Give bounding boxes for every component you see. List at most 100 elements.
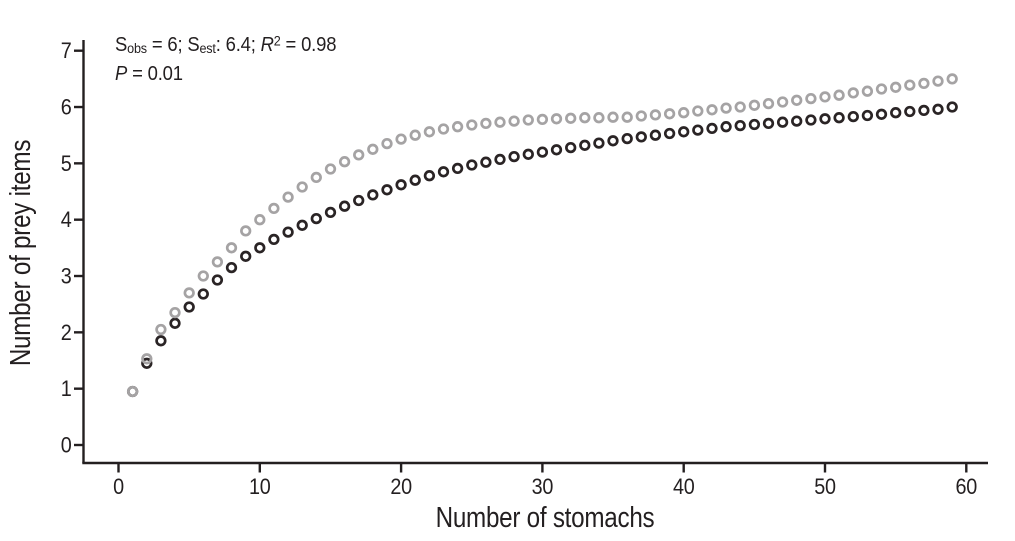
y-tick-label: 7 xyxy=(61,39,72,63)
data-point xyxy=(451,162,464,175)
data-point xyxy=(508,115,520,127)
x-tick-label: 60 xyxy=(956,475,978,499)
data-point xyxy=(211,256,224,268)
data-point xyxy=(720,102,732,114)
data-point xyxy=(254,214,266,226)
x-tick-label: 40 xyxy=(673,475,695,499)
data-point xyxy=(932,75,944,87)
x-tick-label: 30 xyxy=(532,475,554,499)
data-point xyxy=(875,83,888,95)
data-point xyxy=(663,108,676,120)
data-point xyxy=(593,112,605,124)
data-point xyxy=(635,131,647,143)
y-tick-label: 3 xyxy=(61,264,72,288)
data-point xyxy=(126,385,139,398)
annotation-line-1: Sobs = 6; Sest: 6.4; R2 = 0.98 xyxy=(115,33,336,56)
data-point xyxy=(141,353,153,365)
data-point xyxy=(480,117,492,130)
data-point xyxy=(678,126,690,138)
data-point xyxy=(282,191,294,203)
data-point xyxy=(734,119,746,132)
x-tick-label: 20 xyxy=(390,475,412,499)
data-point xyxy=(579,112,591,124)
data-point xyxy=(409,129,421,141)
data-point xyxy=(720,121,732,133)
data-point xyxy=(678,107,690,119)
data-point xyxy=(240,225,252,237)
data-point xyxy=(466,119,478,131)
data-point xyxy=(437,166,450,178)
data-point xyxy=(522,148,534,160)
y-tick-label: 6 xyxy=(61,95,72,119)
data-point xyxy=(762,117,775,130)
data-point xyxy=(282,226,294,238)
data-point xyxy=(536,146,549,158)
data-point xyxy=(437,123,450,135)
data-point xyxy=(946,101,958,113)
data-point xyxy=(833,112,845,124)
data-point xyxy=(706,104,718,116)
data-point xyxy=(296,219,308,231)
data-point xyxy=(381,137,393,150)
data-point xyxy=(776,116,789,128)
data-point xyxy=(268,202,280,215)
y-axis-title: Number of prey items xyxy=(4,140,36,366)
data-point xyxy=(550,113,563,125)
data-point xyxy=(240,250,252,262)
annotation-line-2: P = 0.01 xyxy=(115,62,183,85)
data-point xyxy=(254,242,266,254)
data-point xyxy=(663,127,676,140)
data-point xyxy=(805,92,817,105)
data-point xyxy=(225,242,238,254)
data-point xyxy=(579,139,591,151)
data-point xyxy=(904,105,916,118)
data-point xyxy=(466,159,478,171)
data-point xyxy=(607,135,619,147)
data-point xyxy=(649,109,662,121)
data-point xyxy=(367,189,379,201)
data-point xyxy=(861,85,874,97)
data-point xyxy=(451,121,464,133)
series-estimated xyxy=(126,73,958,398)
data-point xyxy=(635,110,647,122)
data-point xyxy=(762,97,775,110)
data-point xyxy=(395,179,407,191)
data-point xyxy=(141,357,153,369)
data-point xyxy=(692,124,704,136)
data-point xyxy=(508,150,520,163)
y-tick-label: 5 xyxy=(61,152,72,176)
x-tick-label: 10 xyxy=(249,475,271,499)
data-point xyxy=(748,118,761,131)
data-point xyxy=(791,94,803,106)
data-point xyxy=(550,144,563,156)
x-axis-title: Number of stomachs xyxy=(436,501,655,533)
data-point xyxy=(649,129,662,141)
data-point xyxy=(706,122,718,135)
data-point xyxy=(621,111,633,123)
data-point xyxy=(607,111,619,123)
data-point xyxy=(183,301,195,313)
data-point xyxy=(395,133,407,145)
data-point xyxy=(423,126,436,138)
data-point xyxy=(225,261,238,274)
data-point xyxy=(409,174,421,186)
data-point xyxy=(423,170,436,182)
data-point xyxy=(890,81,902,93)
x-tick-label: 0 xyxy=(113,475,124,499)
data-point xyxy=(875,108,888,120)
data-point xyxy=(338,200,351,212)
data-point xyxy=(805,114,817,126)
data-point xyxy=(918,104,930,117)
data-point xyxy=(155,323,167,336)
data-point xyxy=(819,91,831,103)
data-point xyxy=(536,113,549,126)
y-tick-label: 1 xyxy=(61,377,72,401)
data-point xyxy=(183,287,195,299)
data-point xyxy=(734,101,746,113)
data-point xyxy=(310,171,322,184)
data-point xyxy=(565,112,577,124)
data-point xyxy=(480,156,492,168)
data-point xyxy=(847,87,859,99)
data-point xyxy=(776,96,789,108)
